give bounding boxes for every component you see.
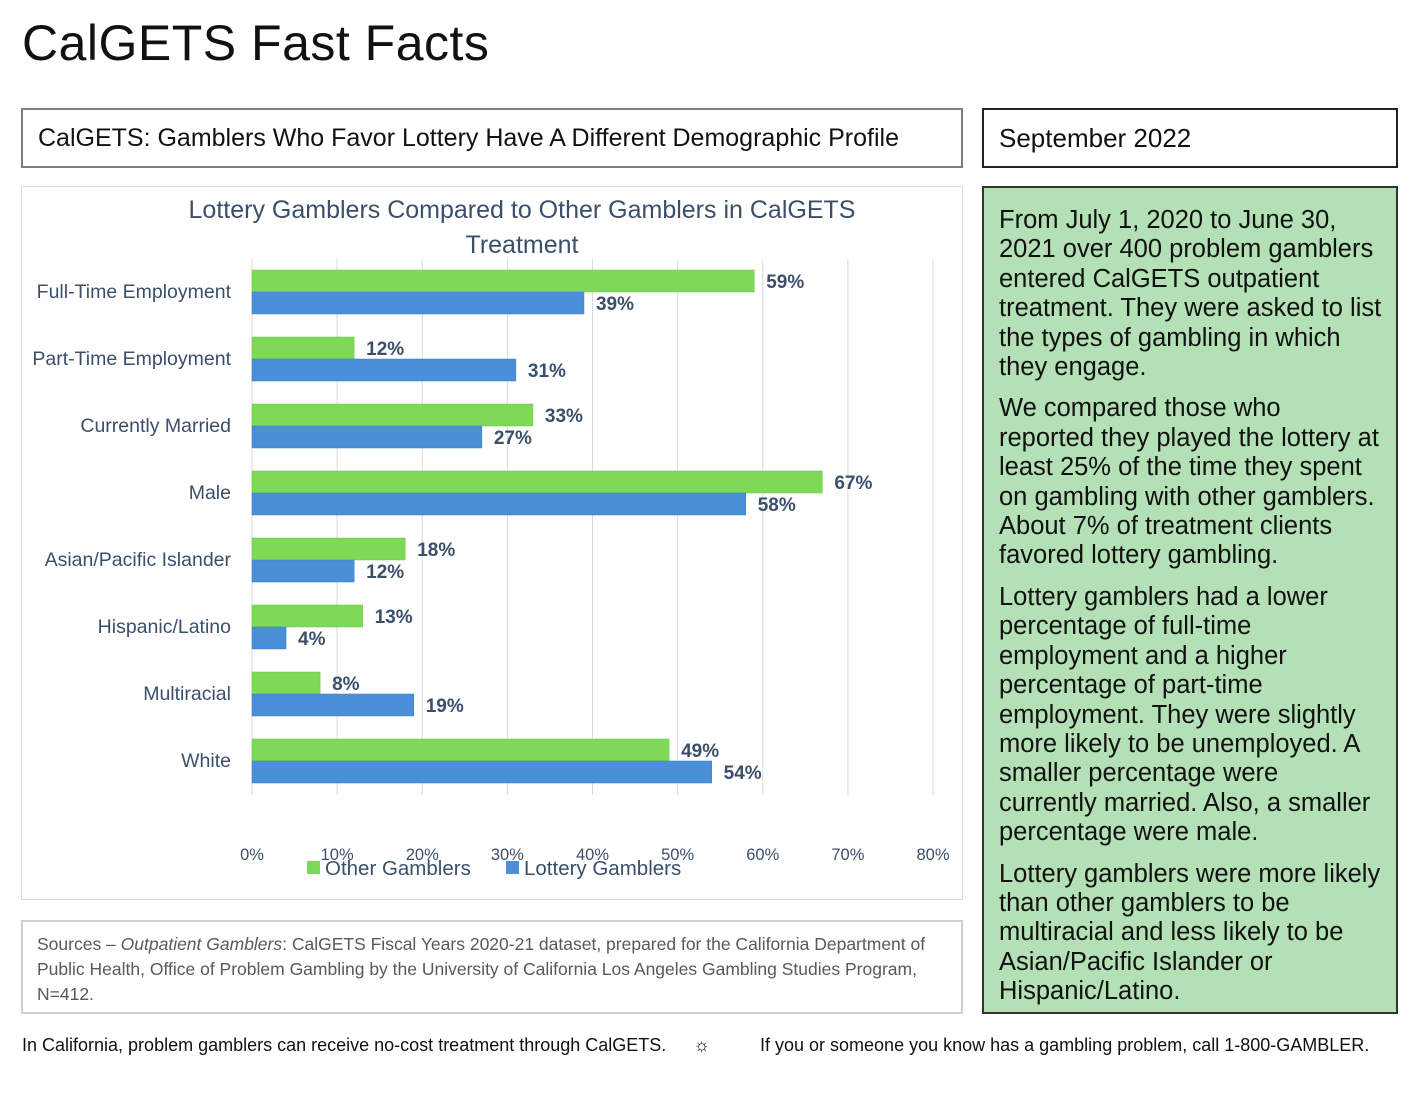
sources-name: Outpatient Gamblers [120, 934, 283, 954]
category-label: Asian/Pacific Islander [45, 549, 232, 571]
category-label: Part-Time Employment [32, 348, 231, 370]
footer-left-text: In California, problem gamblers can rece… [22, 1035, 667, 1055]
sources-text: : CalGETS Fiscal Years 2020-21 dataset, … [37, 934, 926, 1004]
category-label: Currently Married [80, 415, 231, 437]
bar-lottery [251, 358, 517, 382]
data-label: 49% [681, 741, 719, 762]
legend-swatch [307, 861, 320, 874]
legend-swatch [506, 861, 519, 874]
legend-label: Lottery Gamblers [524, 857, 681, 880]
page-title: CalGETS Fast Facts [22, 15, 490, 71]
sun-icon: ☼ [693, 1035, 710, 1055]
x-tick-label: 70% [831, 846, 864, 864]
data-label: 39% [596, 294, 634, 315]
data-label: 19% [426, 696, 464, 717]
data-label: 54% [724, 763, 762, 784]
x-tick-label: 50% [661, 846, 694, 864]
chart-title-line: Lottery Gamblers Compared to Other Gambl… [189, 196, 856, 224]
info-paragraph: We compared those who reported they play… [999, 394, 1379, 570]
bar-chart: Lottery Gamblers Compared to Other Gambl… [32, 196, 950, 880]
chart-title-line: Treatment [465, 231, 578, 259]
bar-lottery [251, 559, 355, 583]
data-label: 33% [545, 406, 583, 427]
x-tick-label: 10% [321, 846, 354, 864]
bar-other [251, 537, 406, 561]
info-panel: From July 1, 2020 to June 30, 2021 over … [982, 186, 1398, 1014]
category-label: Male [189, 482, 231, 504]
x-tick-label: 40% [576, 846, 609, 864]
category-label: Full-Time Employment [37, 281, 232, 303]
footer-right-text: If you or someone you know has a gamblin… [760, 1035, 1370, 1055]
bar-other [251, 738, 670, 762]
data-label: 18% [417, 540, 455, 561]
bar-other [251, 269, 755, 293]
category-label: White [181, 750, 231, 772]
data-label: 12% [366, 339, 404, 360]
x-tick-label: 30% [491, 846, 524, 864]
bar-lottery [251, 291, 585, 315]
sources-note: Sources – Outpatient Gamblers: CalGETS F… [21, 920, 963, 1014]
data-label: 13% [375, 607, 413, 628]
data-label: 67% [834, 473, 872, 494]
bar-other [251, 470, 823, 494]
bar-other [251, 671, 321, 695]
chart-bars [251, 269, 823, 784]
info-paragraph: Lottery gamblers were more likely than o… [999, 859, 1381, 1006]
data-label: 59% [766, 272, 804, 293]
x-tick-label: 80% [916, 846, 949, 864]
footer: In California, problem gamblers can rece… [22, 1035, 1402, 1056]
subtitle-text: CalGETS: Gamblers Who Favor Lottery Have… [38, 123, 899, 152]
data-label: 4% [298, 629, 326, 650]
sources-prefix: Sources – [37, 934, 121, 954]
chart-title: Lottery Gamblers Compared to Other Gambl… [189, 196, 856, 259]
info-paragraph: From July 1, 2020 to June 30, 2021 over … [999, 206, 1382, 382]
data-label: 31% [528, 361, 566, 382]
x-tick-label: 20% [406, 846, 439, 864]
info-paragraph: Lottery gamblers had a lower percentage … [999, 582, 1371, 847]
data-label: 8% [332, 674, 360, 695]
category-label: Multiracial [143, 683, 231, 705]
chart-category-labels: Full-Time Employment Part-Time Employment… [32, 281, 231, 772]
bar-other [251, 604, 363, 628]
chart-panel: Lottery Gamblers Compared to Other Gambl… [21, 186, 963, 900]
date-text: September 2022 [999, 122, 1192, 153]
x-tick-label: 0% [240, 846, 264, 864]
data-label: 12% [366, 562, 404, 583]
chart-x-ticks: 0% 10% 20% 30% 40% 50% 60% 70% 80% [240, 846, 950, 864]
bar-lottery [251, 626, 287, 650]
date-box: September 2022 [982, 108, 1398, 168]
chart-data-labels: 59% 39% 12% 31% 33% 27% 67% 58% 18% 12% 13% 4% 8% 19%… [298, 272, 872, 784]
chart-legend: Other Gamblers Lottery Gamblers [307, 857, 681, 880]
subtitle-box: CalGETS: Gamblers Who Favor Lottery Have… [21, 108, 963, 168]
bar-other [251, 336, 355, 360]
data-label: 58% [758, 495, 796, 516]
bar-lottery [251, 492, 746, 516]
data-label: 27% [494, 428, 532, 449]
bar-lottery [251, 693, 414, 717]
category-label: Hispanic/Latino [98, 616, 231, 638]
bar-other [251, 403, 534, 427]
x-tick-label: 60% [746, 846, 779, 864]
legend-label: Other Gamblers [325, 857, 471, 880]
bar-lottery [251, 760, 712, 784]
bar-lottery [251, 425, 483, 449]
